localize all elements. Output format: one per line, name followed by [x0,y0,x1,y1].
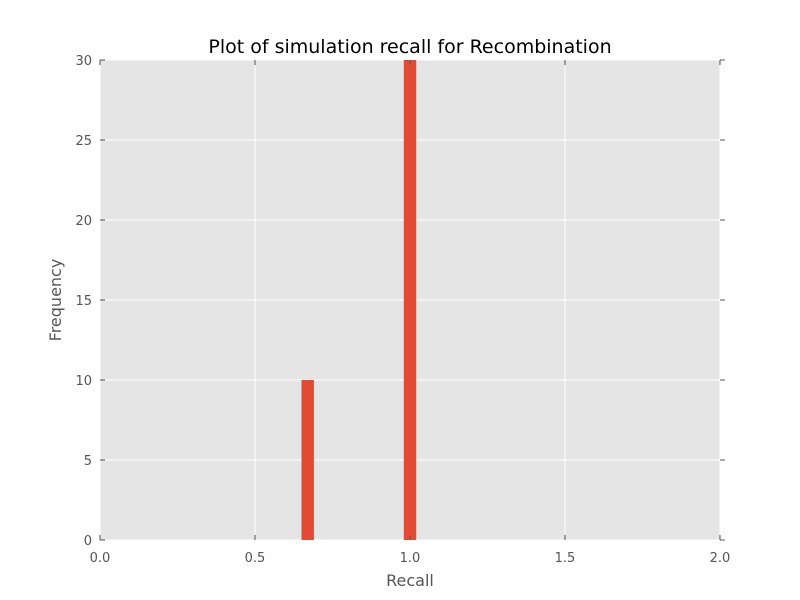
y-tick-label: 10 [75,374,92,389]
y-tick-label: 5 [84,454,92,469]
y-tick-label: 0 [84,534,92,549]
chart-title: Plot of simulation recall for Recombinat… [208,36,611,58]
histogram-bar [301,380,314,540]
x-tick-label: 1.0 [400,551,421,566]
y-tick-label: 30 [75,54,92,69]
x-axis-label: Recall [386,571,434,590]
x-tick-label: 0.5 [245,551,266,566]
y-tick-label: 20 [75,214,92,229]
x-tick-label: 1.5 [555,551,576,566]
histogram-bar [403,60,417,540]
x-tick-label: 2.0 [710,551,731,566]
x-tick-label: 0.0 [90,551,111,566]
bars-group [301,60,417,540]
y-axis-label: Frequency [46,259,65,342]
y-tick-label: 25 [75,134,92,149]
y-tick-labels: 0 5 10 15 20 25 30 [75,54,92,549]
tick-marks [99,59,725,541]
y-tick-label: 15 [75,294,92,309]
x-tick-labels: 0.0 0.5 1.0 1.5 2.0 [90,551,731,566]
